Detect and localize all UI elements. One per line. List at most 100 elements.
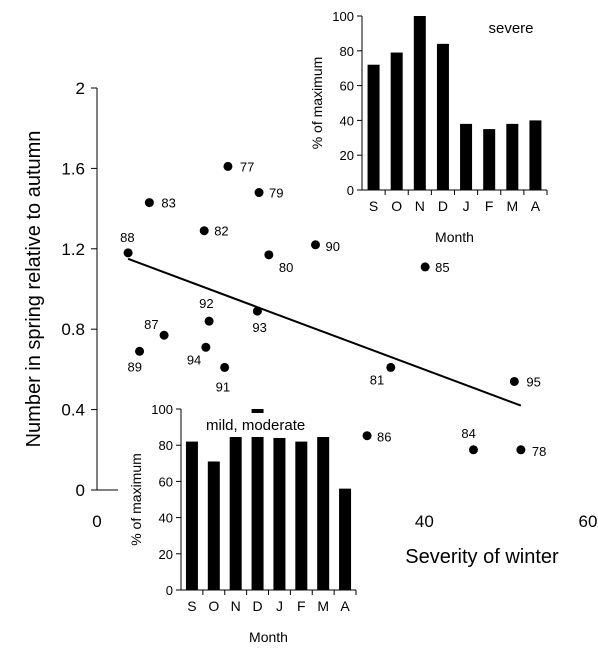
bar-D xyxy=(436,43,449,191)
bar-F xyxy=(483,129,496,190)
x-axis-title: Month xyxy=(249,629,288,645)
y-tick-label: 0 xyxy=(347,183,354,198)
x-tick-label: 0 xyxy=(92,512,101,531)
data-point-81 xyxy=(386,362,396,372)
data-point-92 xyxy=(204,316,214,326)
bar-D xyxy=(251,409,264,590)
y-tick-label: 1.2 xyxy=(61,240,85,259)
month-label-N: N xyxy=(231,598,241,614)
bar-M xyxy=(506,123,519,190)
data-point-label-81: 81 xyxy=(370,372,384,387)
x-tick-label: 60 xyxy=(579,512,598,531)
y-tick-label: 60 xyxy=(159,474,173,489)
data-point-label-94: 94 xyxy=(187,352,201,367)
data-point-89 xyxy=(135,346,145,356)
data-point-label-87: 87 xyxy=(144,317,158,332)
y-tick-label: 20 xyxy=(159,547,173,562)
data-point-84 xyxy=(468,445,478,455)
data-point-label-89: 89 xyxy=(128,359,142,374)
month-label-O: O xyxy=(391,198,402,214)
bar-N xyxy=(229,434,242,590)
data-point-94 xyxy=(201,342,211,352)
data-point-83 xyxy=(144,198,154,208)
chart-title: severe xyxy=(488,20,533,37)
bar-A xyxy=(529,120,542,190)
x-axis-title: Severity of winter xyxy=(405,546,559,568)
severe-winter-bar-chart: 0 20 40 60 80 100 S O N D J F M A % of maximum Month sev… xyxy=(309,9,548,245)
month-label-F: F xyxy=(297,598,306,614)
mild-moderate-winter-bar-chart: 0 20 40 60 80 100 S O N D J F M A % of maximum Month mil… xyxy=(128,402,357,645)
month-label-S: S xyxy=(369,198,378,214)
data-point-93 xyxy=(252,306,262,316)
data-point-79 xyxy=(254,188,264,198)
data-point-88 xyxy=(123,248,133,258)
data-point-80 xyxy=(264,250,274,260)
month-label-F: F xyxy=(485,198,494,214)
data-point-label-84: 84 xyxy=(461,426,475,441)
data-point-86 xyxy=(362,431,372,441)
x-axis-title: Month xyxy=(435,229,474,245)
data-point-label-82: 82 xyxy=(214,224,228,239)
data-point-85 xyxy=(420,262,430,272)
data-point-label-83: 83 xyxy=(161,196,175,211)
month-label-O: O xyxy=(208,598,219,614)
bar-A xyxy=(339,488,352,590)
y-axis-title: Number in spring relative to autumn xyxy=(23,131,45,448)
data-point-label-92: 92 xyxy=(199,296,213,311)
data-point-label-85: 85 xyxy=(435,260,449,275)
y-axis-title: % of maximum xyxy=(309,57,325,150)
data-point-91 xyxy=(220,362,230,372)
data-point-label-79: 79 xyxy=(269,186,283,201)
bar-F xyxy=(295,441,308,590)
data-point-label-91: 91 xyxy=(216,379,230,394)
data-point-95 xyxy=(509,376,519,386)
data-point-label-78: 78 xyxy=(532,444,546,459)
y-tick-label: 0.8 xyxy=(61,320,85,339)
data-point-label-95: 95 xyxy=(526,374,540,389)
y-axis-title: % of maximum xyxy=(128,453,144,546)
data-point-label-88: 88 xyxy=(120,230,134,245)
x-tick-label: 40 xyxy=(415,512,434,531)
title-background xyxy=(200,413,350,437)
y-tick-label: 1.6 xyxy=(61,159,85,178)
y-tick-label: 100 xyxy=(151,402,173,417)
trend-line xyxy=(127,257,522,407)
data-point-77 xyxy=(223,161,233,171)
y-tick-label: 60 xyxy=(340,79,354,94)
data-point-label-80: 80 xyxy=(279,260,293,275)
y-tick-label: 0 xyxy=(166,583,173,598)
month-label-J: J xyxy=(463,198,470,214)
data-point-78 xyxy=(516,445,526,455)
y-tick-label: 80 xyxy=(340,44,354,59)
data-point-label-86: 86 xyxy=(377,430,391,445)
scatter-plot: 0 0.4 0.8 1.2 1.6 20 20 40 60 Number in spring re… xyxy=(23,79,597,568)
bar-N xyxy=(413,16,426,190)
bar-J xyxy=(460,123,473,190)
data-point-label-90: 90 xyxy=(325,239,339,254)
y-tick-label: 40 xyxy=(159,511,173,526)
y-tick-label: 80 xyxy=(159,438,173,453)
bar-S xyxy=(185,441,198,590)
data-point-87 xyxy=(159,330,169,340)
y-tick-label: 40 xyxy=(340,113,354,128)
month-label-D: D xyxy=(438,198,448,214)
month-label-M: M xyxy=(317,598,329,614)
y-tick-label: 20 xyxy=(340,148,354,163)
data-point-82 xyxy=(199,226,209,236)
y-tick-label: 0 xyxy=(76,481,85,500)
month-label-A: A xyxy=(340,598,350,614)
month-label-D: D xyxy=(253,598,263,614)
data-point-label-77: 77 xyxy=(240,159,254,174)
month-label-J: J xyxy=(276,598,283,614)
bar-O xyxy=(390,52,403,190)
month-label-A: A xyxy=(531,198,541,214)
y-tick-label: 0.4 xyxy=(61,401,85,420)
y-tick-label: 100 xyxy=(332,9,354,24)
bar-J xyxy=(273,437,286,590)
bar-S xyxy=(367,64,380,190)
data-point-label-93: 93 xyxy=(252,320,266,335)
month-label-S: S xyxy=(187,598,196,614)
chart-title: mild, moderate xyxy=(206,417,305,434)
month-label-N: N xyxy=(415,198,425,214)
